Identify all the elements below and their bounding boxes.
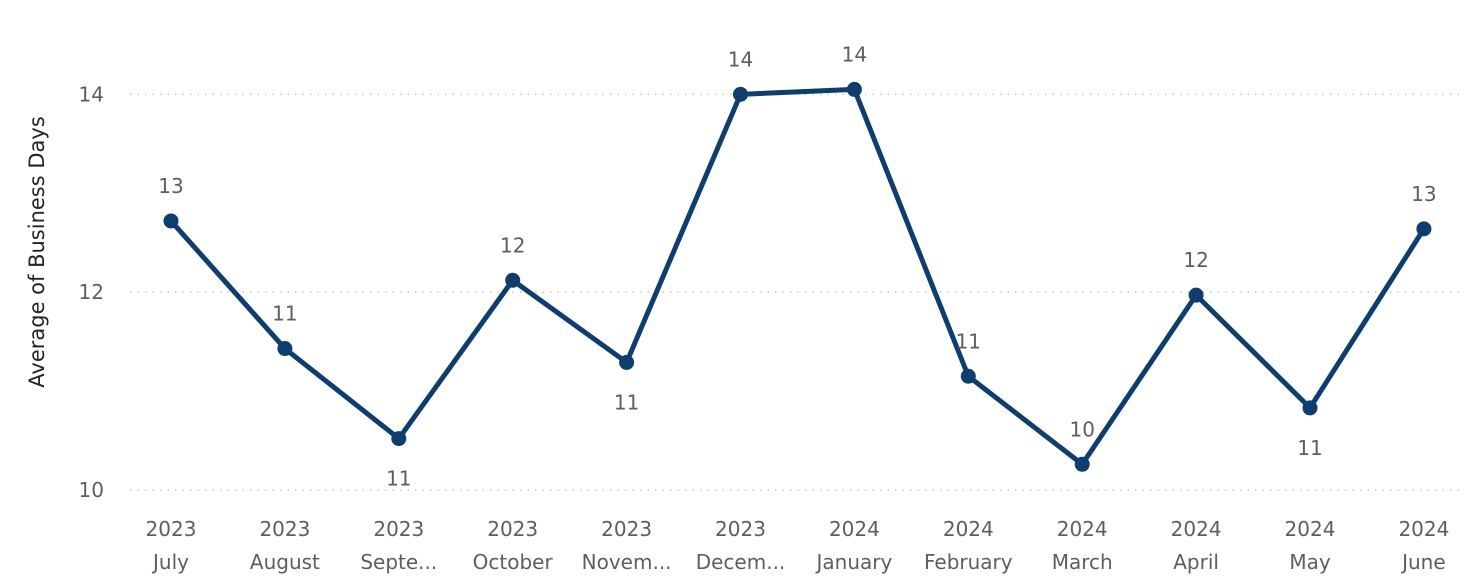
y-axis-ticks: 10 12 14 (79, 82, 104, 502)
y-axis-title: Average of Business Days (25, 116, 49, 388)
x-tick-label: 2024 February (924, 517, 1013, 574)
data-label: 12 (1183, 248, 1208, 272)
x-tick-month: June (1400, 550, 1446, 574)
data-labels: 13 11 11 12 11 14 14 11 10 12 11 13 (158, 42, 1436, 490)
x-tick-label: 2023 October (473, 517, 554, 574)
x-tick-year: 2023 (715, 517, 766, 541)
x-tick-label: 2024 January (814, 517, 892, 574)
data-point (619, 354, 635, 370)
data-label: 11 (386, 467, 411, 491)
data-label: 12 (500, 233, 525, 257)
x-tick-year: 2024 (943, 517, 994, 541)
data-label: 11 (956, 329, 981, 353)
x-tick-label: 2024 March (1052, 517, 1113, 574)
data-label: 14 (728, 47, 753, 71)
x-tick-label: 2023 July (146, 517, 197, 574)
x-tick-year: 2024 (1285, 517, 1336, 541)
x-tick-label: 2024 June (1398, 517, 1449, 574)
x-tick-month: Septe... (360, 550, 437, 574)
data-label: 13 (1411, 182, 1436, 206)
x-tick-year: 2023 (487, 517, 538, 541)
data-label: 11 (614, 390, 639, 414)
data-label: 11 (272, 302, 297, 326)
x-tick-year: 2024 (1057, 517, 1108, 541)
data-point (1416, 221, 1432, 237)
x-tick-year: 2023 (146, 517, 197, 541)
x-tick-month: August (250, 550, 320, 574)
data-point (1188, 287, 1204, 303)
x-tick-month: February (924, 550, 1013, 574)
gridlines (130, 93, 1462, 491)
x-tick-month: October (473, 550, 554, 574)
x-tick-label: 2023 Septe... (360, 517, 437, 574)
x-axis-ticks: 2023 July 2023 August 2023 Septe... 2023 Octobe… (146, 517, 1450, 574)
y-tick-label: 10 (79, 478, 104, 502)
data-label: 11 (1297, 436, 1322, 460)
y-tick-label: 14 (79, 82, 104, 106)
data-point (277, 341, 293, 357)
x-tick-month: Novem... (582, 550, 672, 574)
x-tick-year: 2024 (829, 517, 880, 541)
x-tick-label: 2023 Novem... (582, 517, 672, 574)
data-label: 14 (842, 42, 867, 66)
data-point (505, 272, 521, 288)
data-point (391, 431, 407, 447)
y-tick-label: 12 (79, 280, 104, 304)
x-tick-year: 2023 (259, 517, 310, 541)
x-tick-label: 2024 April (1171, 517, 1222, 574)
data-point (846, 81, 862, 97)
x-tick-month: Decem... (696, 550, 786, 574)
data-point (733, 86, 748, 102)
series-line-layer (168, 86, 1427, 467)
x-tick-year: 2023 (373, 517, 424, 541)
x-tick-year: 2024 (1398, 517, 1449, 541)
x-tick-year: 2024 (1171, 517, 1222, 541)
x-tick-month: July (151, 550, 189, 574)
x-tick-month: May (1289, 550, 1331, 574)
data-label: 10 (1069, 417, 1094, 441)
x-tick-label: 2023 Decem... (696, 517, 786, 574)
x-tick-label: 2023 August (250, 517, 320, 574)
data-points (163, 81, 1432, 472)
data-point (960, 368, 976, 384)
data-point (163, 213, 179, 229)
series-line (168, 86, 1427, 467)
x-tick-year: 2023 (601, 517, 652, 541)
data-point (1302, 400, 1318, 416)
x-tick-month: March (1052, 550, 1113, 574)
data-label: 13 (158, 174, 183, 198)
data-point (1074, 456, 1090, 472)
x-tick-label: 2024 May (1285, 517, 1336, 574)
x-tick-month: January (814, 550, 892, 574)
x-tick-month: April (1173, 550, 1219, 574)
